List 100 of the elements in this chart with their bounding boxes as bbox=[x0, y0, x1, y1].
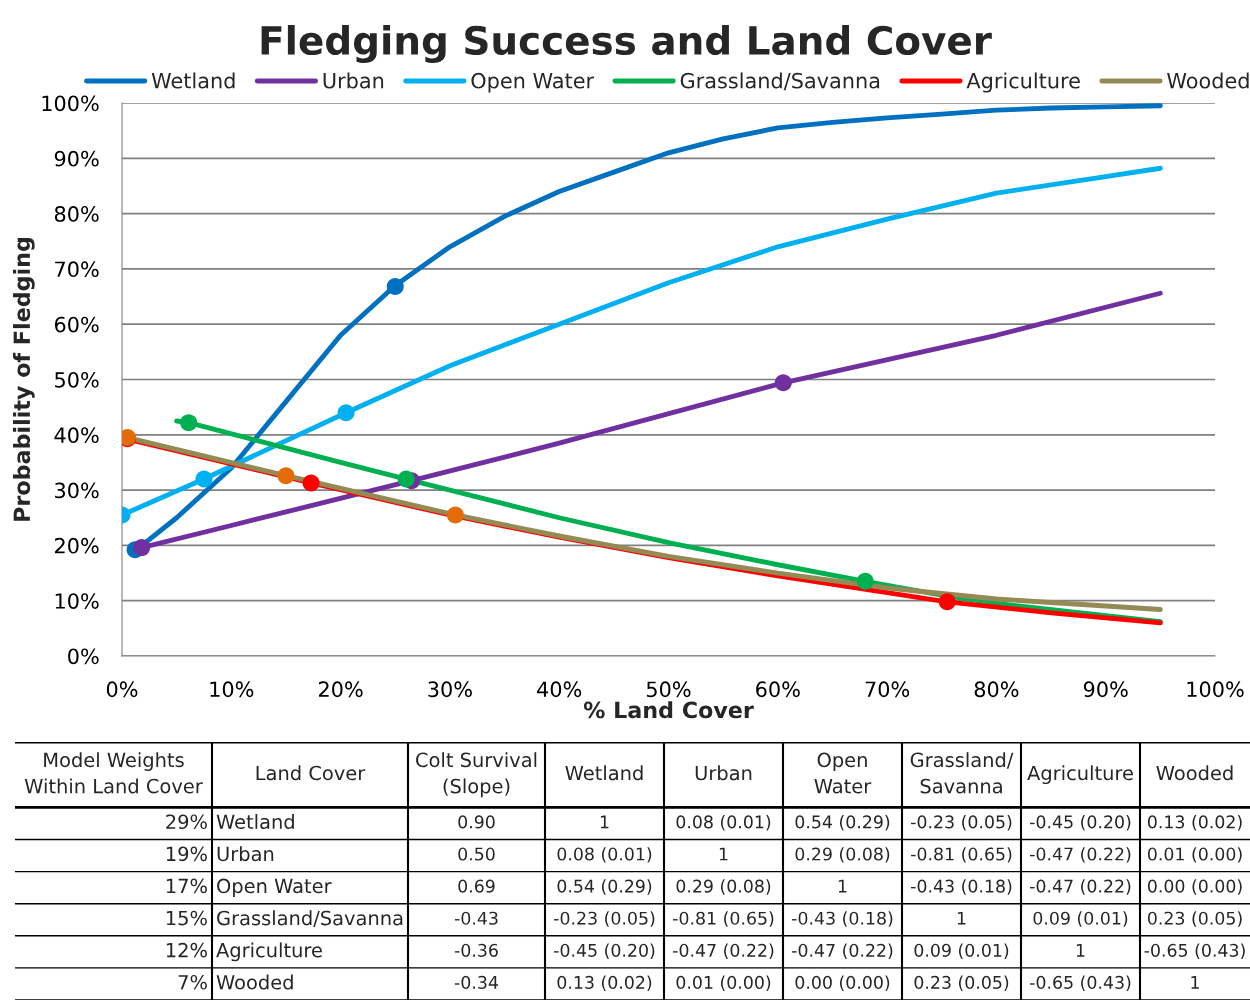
text: 0.09 (0.01) bbox=[1033, 911, 1128, 927]
y-tick-label: 30% bbox=[55, 482, 99, 499]
x-tick-label: 80% bbox=[974, 681, 1019, 698]
point bbox=[195, 470, 213, 488]
text: 15% bbox=[166, 910, 207, 926]
y-axis-title: Probability of Fledging bbox=[12, 238, 35, 521]
y-tick-label: 90% bbox=[54, 150, 99, 167]
text: 0.13 (0.02) bbox=[1147, 815, 1242, 831]
text: 17% bbox=[166, 878, 207, 894]
text: -0.65 (0.43) bbox=[1030, 975, 1131, 992]
text: 0.50 bbox=[458, 847, 495, 861]
legend-label: Grassland/Savanna bbox=[680, 72, 880, 91]
text: Urban bbox=[217, 846, 274, 862]
text: -0.47 (0.22) bbox=[1030, 879, 1131, 895]
x-tick-label: 10% bbox=[210, 681, 254, 698]
text: 29% bbox=[166, 814, 207, 830]
text: 0.00 (0.00) bbox=[1147, 879, 1242, 895]
x-tick-label: 60% bbox=[756, 681, 800, 698]
point bbox=[337, 404, 355, 422]
category-label: Model Weights Within Land Cover bbox=[24, 752, 203, 794]
text: 0.23 (0.05) bbox=[914, 975, 1009, 992]
category-label: Grassland/ Savanna bbox=[910, 752, 1014, 794]
text: 0.13 (0.02) bbox=[557, 975, 652, 992]
category-label: Agriculture bbox=[1027, 765, 1133, 785]
text: 1 bbox=[1076, 943, 1085, 957]
text: 0.00 (0.00) bbox=[795, 975, 890, 992]
text: 0.54 (0.29) bbox=[557, 879, 652, 895]
chart-title: Fledging Success and Land Cover bbox=[261, 25, 992, 63]
y-tick-label: 80% bbox=[54, 206, 99, 222]
text: -0.45 (0.20) bbox=[1030, 815, 1131, 831]
text: 0.09 (0.01) bbox=[914, 943, 1009, 959]
x-tick-label: 70% bbox=[865, 681, 910, 698]
y-tick-label: 70% bbox=[55, 261, 99, 278]
text: 0.54 (0.29) bbox=[795, 815, 890, 831]
category-label: Urban bbox=[695, 765, 752, 781]
text: -0.47 (0.22) bbox=[673, 943, 774, 959]
point bbox=[938, 593, 956, 611]
y-tick-label: 50% bbox=[55, 371, 99, 388]
text: -0.23 (0.05) bbox=[554, 911, 655, 927]
text: 0.08 (0.01) bbox=[557, 847, 652, 863]
y-tick-label: 10% bbox=[55, 593, 99, 609]
x-tick-label: 40% bbox=[537, 681, 582, 698]
text: -0.65 (0.43) bbox=[1144, 943, 1245, 959]
text: 0.29 (0.08) bbox=[676, 879, 771, 895]
text: -0.47 (0.22) bbox=[792, 943, 893, 959]
text: 0.69 bbox=[458, 879, 495, 893]
text: Open Water bbox=[217, 878, 332, 898]
text: -0.43 bbox=[454, 911, 498, 925]
category-label: Land Cover bbox=[256, 765, 366, 781]
text: 1 bbox=[838, 879, 847, 893]
text: -0.36 bbox=[454, 943, 498, 957]
text: 0.01 (0.00) bbox=[676, 975, 771, 992]
y-tick-label: 100% bbox=[42, 95, 99, 112]
category-label: Wooded bbox=[1156, 765, 1233, 781]
text: -0.45 (0.20) bbox=[554, 943, 655, 959]
point bbox=[856, 572, 874, 590]
text: 0.23 (0.05) bbox=[1147, 911, 1242, 927]
category-label: Open Water bbox=[814, 752, 872, 794]
legend-label: Wetland bbox=[151, 72, 235, 89]
text: 0.01 (0.00) bbox=[1147, 847, 1242, 863]
text: 0.90 bbox=[458, 815, 495, 829]
y-tick-label: 0% bbox=[68, 648, 99, 665]
legend-label: Agriculture bbox=[966, 72, 1080, 93]
text: Agriculture bbox=[216, 942, 322, 962]
x-tick-label: 20% bbox=[318, 681, 363, 698]
text: -0.47 (0.22) bbox=[1030, 847, 1131, 863]
point bbox=[386, 278, 404, 296]
point bbox=[133, 539, 151, 557]
text: Wetland bbox=[216, 814, 294, 830]
category-label: Wetland bbox=[565, 765, 643, 781]
text: -0.43 (0.18) bbox=[911, 879, 1012, 895]
text: -0.81 (0.65) bbox=[911, 847, 1012, 863]
text: Grassland/Savanna bbox=[217, 910, 403, 927]
x-tick-label: 100% bbox=[1187, 681, 1244, 698]
text: 7% bbox=[178, 974, 207, 990]
x-tick-label: 0% bbox=[106, 681, 138, 698]
point bbox=[774, 374, 792, 392]
text: 19% bbox=[166, 846, 207, 862]
point bbox=[180, 414, 198, 432]
category-label: Colt Survival (Slope) bbox=[416, 752, 537, 798]
text: -0.23 (0.05) bbox=[911, 815, 1012, 831]
text: Wooded bbox=[216, 974, 293, 990]
point bbox=[277, 467, 295, 485]
text: 1 bbox=[600, 815, 609, 829]
text: 1 bbox=[1191, 976, 1199, 989]
x-tick-label: 30% bbox=[428, 681, 472, 698]
text: -0.43 (0.18) bbox=[792, 911, 893, 927]
x-tick-label: 50% bbox=[646, 681, 691, 698]
text: 1 bbox=[957, 911, 966, 925]
text: -0.34 bbox=[454, 975, 498, 989]
text: 12% bbox=[166, 942, 207, 958]
text: 1 bbox=[719, 847, 728, 861]
point bbox=[446, 506, 464, 524]
y-tick-label: 40% bbox=[54, 427, 99, 444]
text: 0.29 (0.08) bbox=[795, 847, 890, 863]
point bbox=[302, 474, 320, 492]
y-tick-label: 60% bbox=[54, 316, 99, 333]
legend-label: Urban bbox=[323, 72, 384, 89]
x-tick-label: 90% bbox=[1083, 681, 1128, 698]
y-tick-label: 20% bbox=[55, 537, 99, 554]
